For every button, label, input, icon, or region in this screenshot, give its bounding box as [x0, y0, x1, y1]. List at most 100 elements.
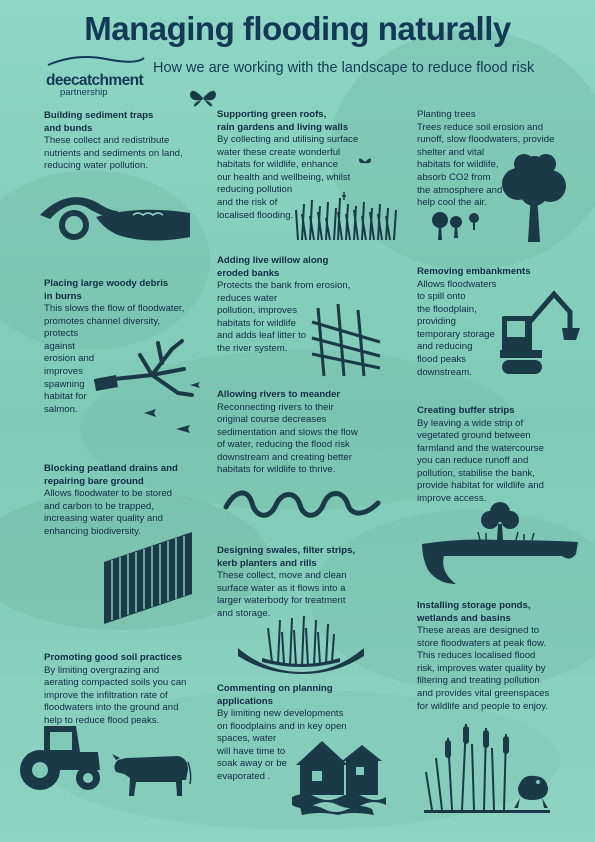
section-text: on floodplains and in key open: [217, 720, 347, 732]
section-text: against: [44, 340, 75, 352]
section-text: runoff, slow floodwaters, provide: [417, 134, 555, 146]
section-text: larger waterbody for treatment: [217, 595, 346, 607]
logo-name: deecatchment: [46, 72, 144, 89]
meandering-river-icon: [223, 490, 381, 518]
section-text: aerating compacted soils you can: [44, 677, 187, 689]
section-text: our health and wellbeing, whilst: [217, 171, 351, 183]
section-text: shelter and vital: [417, 146, 485, 158]
section-heading: Creating buffer strips: [417, 405, 515, 416]
section-text: By limiting new developments: [217, 708, 344, 719]
section-text: reduces water: [217, 292, 278, 304]
section-text: habitat for: [44, 391, 87, 403]
section-text: habitats for wildlife, enhance: [217, 159, 339, 171]
section-text: the river system.: [217, 342, 288, 354]
section-text: improve the infiltration rate of: [44, 689, 168, 701]
section-heading: Blocking peatland drains and: [44, 463, 178, 474]
reeds-grass-icon: [295, 192, 397, 241]
section-text: habitats for wildlife: [217, 317, 296, 329]
section-text: absorb CO2 from: [417, 171, 491, 183]
section-text: risk, improves water quality by: [417, 662, 546, 674]
section-soil-practices: Promoting good soil practices By limitin…: [44, 652, 209, 727]
section-heading: Adding live willow along: [217, 255, 329, 266]
section-text: and the risk of: [217, 196, 278, 208]
swale-icon: [238, 615, 364, 674]
section-planting-trees: Planting trees Trees reduce soil erosion…: [417, 109, 577, 210]
section-peatland-drains: Blocking peatland drains and repairing b…: [44, 463, 204, 538]
section-text: downstream and creating better: [217, 451, 352, 463]
section-text: nutrients and sediments on land,: [44, 147, 183, 159]
section-heading: Building sediment traps: [44, 110, 154, 121]
logo-tagline: partnership: [60, 87, 108, 98]
section-text: filtering and treating pollution: [417, 675, 540, 687]
section-heading: wetlands and basins: [417, 612, 511, 624]
section-heading: Removing embankments: [417, 266, 531, 277]
section-heading: Supporting green roofs,: [217, 109, 327, 120]
section-text: Allows floodwaters: [417, 278, 497, 290]
section-text: provide habitat for wildlife and: [417, 480, 544, 492]
section-heading: in burns: [44, 290, 82, 302]
woody-debris-icon: [94, 339, 200, 433]
section-heading: applications: [217, 695, 273, 707]
willow-fence-icon: [311, 303, 381, 377]
section-text: vegetated ground between: [417, 430, 531, 442]
section-text: protects: [44, 328, 79, 340]
pond-wetland-icon: [424, 723, 550, 813]
section-text: These areas are designed to: [417, 625, 540, 636]
section-text: Trees reduce soil erosion and: [417, 121, 544, 133]
section-heading: Commenting on planning: [217, 683, 333, 694]
section-sediment-traps: Building sediment traps and bunds These …: [44, 110, 194, 173]
section-swales: Designing swales, filter strips, kerb pl…: [217, 545, 387, 620]
section-text: floodwaters into the ground and: [44, 702, 179, 714]
section-text: enhancing biodiversity.: [44, 525, 141, 537]
section-text: store floodwaters at peak flow.: [417, 637, 547, 649]
section-text: Reconnecting rivers to their: [217, 401, 334, 413]
logo: deecatchment partnership: [46, 54, 146, 98]
section-heading: Promoting good soil practices: [44, 652, 183, 663]
section-text: These collect and redistribute: [44, 135, 170, 146]
section-heading: kerb planters and rills: [217, 557, 317, 569]
section-text: help cool the air.: [417, 197, 487, 209]
section-heading: Designing swales, filter strips,: [217, 545, 356, 556]
trees-icon: [432, 154, 566, 242]
section-text: improve access.: [417, 493, 487, 505]
section-text: water these create wonderful: [217, 146, 341, 158]
section-text: temporary storage: [417, 328, 495, 340]
section-text: original course decreases: [217, 414, 327, 426]
section-text: evaporated .: [217, 770, 271, 782]
section-text: By leaving a wide strip of: [417, 417, 524, 429]
section-text: increasing water quality and: [44, 513, 163, 525]
page-title: Managing flooding naturally: [84, 10, 511, 47]
section-text: surface water as it flows into a: [217, 582, 346, 594]
section-heading: repairing bare ground: [44, 475, 144, 487]
section-text: soak away or be: [217, 758, 287, 770]
section-text: reducing water pollution.: [44, 160, 148, 172]
section-text: This slows the flow of floodwater,: [44, 303, 185, 314]
section-text: improves: [44, 365, 83, 377]
butterfly-small-icon: [359, 158, 371, 164]
tractor-icon: [20, 726, 100, 790]
section-buffer-strips: Creating buffer strips By leaving a wide…: [417, 405, 577, 506]
section-text: promotes channel diversity,: [44, 315, 161, 327]
section-text: By limiting overgrazing and: [44, 664, 160, 676]
section-text: These collect, move and clean: [217, 570, 347, 581]
cow-icon: [112, 754, 192, 796]
section-text: and adds leaf litter to: [217, 330, 307, 342]
section-text: for wildlife and people to enjoy.: [417, 700, 549, 712]
peatland-dam-icon: [104, 532, 192, 624]
section-text: providing: [417, 316, 456, 328]
section-heading: and bunds: [44, 122, 93, 134]
section-text: flood peaks: [417, 354, 467, 366]
section-text: you can reduce runoff and: [417, 455, 529, 467]
section-text: and carbon to be trapped,: [44, 500, 154, 512]
section-text: By collecting and utilising surface: [217, 134, 359, 145]
excavator-icon: [500, 290, 580, 374]
section-heading: rain gardens and living walls: [217, 121, 349, 133]
section-text: Allows floodwater to be stored: [44, 488, 172, 499]
section-text: of water, reducing the flood risk: [217, 439, 350, 451]
sediment-trap-icon: [40, 197, 190, 241]
page-subtitle: How we are working with the landscape to…: [153, 60, 535, 76]
section-text: downstream.: [417, 366, 472, 378]
buffer-strip-icon: [422, 502, 578, 584]
section-woody-debris: Placing large woody debris in burns This…: [44, 278, 194, 416]
section-text: localised flooding.: [217, 209, 294, 221]
